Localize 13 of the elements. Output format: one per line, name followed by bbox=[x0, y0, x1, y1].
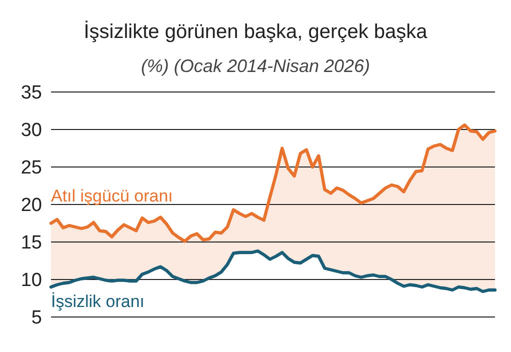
chart-subtitle: (%) (Ocak 2014-Nisan 2026) bbox=[140, 56, 370, 76]
y-tick-label: 5 bbox=[31, 308, 42, 329]
chart-title: İşsizlikte görünen başka, gerçek başka bbox=[84, 20, 428, 43]
y-tick-label: 10 bbox=[20, 270, 42, 292]
y-tick-label: 35 bbox=[20, 82, 42, 104]
series-label: Atıl işgücü oranı bbox=[51, 186, 173, 206]
series-label: İşsizlik oranı bbox=[51, 292, 145, 311]
line-series bbox=[49, 123, 497, 243]
y-tick-label: 20 bbox=[20, 195, 42, 216]
y-tick-label: 15 bbox=[20, 232, 42, 254]
y-tick-label: 30 bbox=[20, 120, 42, 142]
y-tick-label: 25 bbox=[20, 158, 42, 179]
line-series bbox=[49, 249, 497, 294]
